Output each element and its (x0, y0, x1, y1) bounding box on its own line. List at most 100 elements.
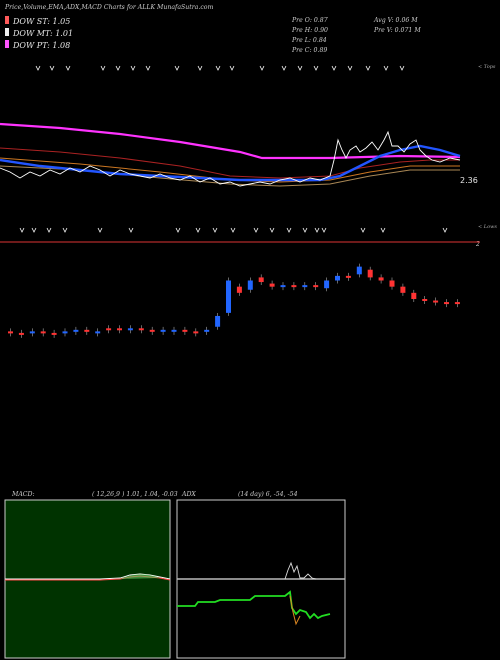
low-marker (442, 227, 448, 233)
stat-avg-volume: Avg V: 0.06 M (373, 17, 418, 24)
dow-mt-label: DOW MT: 1.01 (12, 29, 73, 38)
candle-body (444, 302, 449, 305)
macd-lines (5, 573, 171, 581)
top-marker (49, 65, 55, 71)
top-marker (383, 65, 389, 71)
top-marker (215, 65, 221, 71)
low-marker (19, 227, 25, 233)
dow-st-swatch (5, 16, 9, 24)
candle-body (51, 332, 57, 335)
candle-body (269, 283, 275, 287)
top-marker (281, 65, 287, 71)
low-marker (321, 227, 327, 233)
top-marker (229, 65, 235, 71)
candle-body (171, 329, 177, 332)
top-marker (145, 65, 151, 71)
low-marker (62, 227, 68, 233)
top-marker (174, 65, 180, 71)
top-marker (365, 65, 371, 71)
low-marker (302, 227, 308, 233)
candle-body (182, 329, 188, 332)
ema-red-line (0, 147, 460, 179)
stat-low: Pre L: 0.84 (291, 37, 327, 44)
top-marker (259, 65, 265, 71)
candle-body (215, 315, 221, 327)
candle-body (433, 300, 439, 303)
candle-body (106, 328, 112, 331)
last-price-label: 2.36 (460, 176, 478, 185)
tops-label: < Tops (478, 64, 496, 70)
candle-body (324, 280, 330, 289)
lows-markers (19, 227, 448, 233)
low-marker (360, 227, 366, 233)
top-marker (197, 65, 203, 71)
candle-body (400, 286, 406, 293)
macd-histogram (120, 574, 160, 579)
candle-body (95, 331, 101, 334)
dow-pt-swatch (5, 40, 9, 48)
adx-lines (177, 561, 345, 626)
candle-body (226, 280, 231, 313)
candle-body (193, 331, 199, 334)
stat-close: Pre C: 0.89 (291, 47, 327, 54)
adx-params: (14 day) 6, -54, -54 (238, 491, 298, 498)
candle-body (138, 328, 144, 331)
candle-body (313, 285, 319, 288)
candle-body (247, 280, 253, 290)
candle-body (8, 331, 13, 334)
candle-body (367, 269, 373, 278)
candle-body (160, 329, 166, 332)
ema-lines (0, 122, 461, 187)
top-marker (35, 65, 41, 71)
top-marker (115, 65, 121, 71)
candle-body (117, 328, 122, 331)
candle-body (236, 286, 242, 293)
stat-high: Pre H: 0.90 (291, 27, 328, 34)
top-marker (65, 65, 71, 71)
stat-prev-volume: Pre V: 0.071 M (373, 27, 421, 34)
low-marker (175, 227, 181, 233)
top-marker (130, 65, 136, 71)
candle-body (127, 328, 133, 331)
low-marker (269, 227, 275, 233)
candle-body (378, 277, 384, 281)
candle-body (149, 329, 155, 332)
dow-mt-swatch (5, 28, 9, 36)
macd-params: ( 12,26,9 ) 1.01, 1.04, -0.03 (92, 491, 178, 498)
low-marker (286, 227, 292, 233)
candle-body (204, 329, 210, 332)
price-line (0, 130, 461, 187)
ema-blue-line (0, 144, 461, 182)
low-marker (380, 227, 386, 233)
candle-body (84, 329, 90, 332)
candlestick-series (8, 263, 460, 338)
top-marker (297, 65, 303, 71)
macd-label: MACD: (11, 491, 35, 498)
stat-open: Pre O: 0.87 (291, 17, 328, 24)
top-marker (347, 65, 353, 71)
low-marker (212, 227, 218, 233)
top-marker (100, 65, 106, 71)
adx-label: ADX (181, 491, 196, 498)
adx-line (284, 561, 317, 580)
top-marker (313, 65, 319, 71)
candle-body (356, 266, 362, 275)
candle-body (280, 285, 286, 288)
candle-body (422, 299, 428, 301)
low-marker (97, 227, 103, 233)
lows-label: < Lows (478, 224, 497, 230)
tops-markers (35, 65, 405, 71)
candle-body (389, 280, 395, 287)
low-marker (128, 227, 134, 233)
macd-line (5, 573, 171, 580)
candle-body (302, 285, 308, 288)
top-marker (399, 65, 405, 71)
low-marker (46, 227, 52, 233)
low-marker (31, 227, 37, 233)
candle-body (258, 277, 264, 283)
candle-body (454, 302, 460, 305)
axis-bottom-value: 2 (475, 241, 480, 248)
low-marker (314, 227, 320, 233)
candle-body (345, 275, 351, 278)
